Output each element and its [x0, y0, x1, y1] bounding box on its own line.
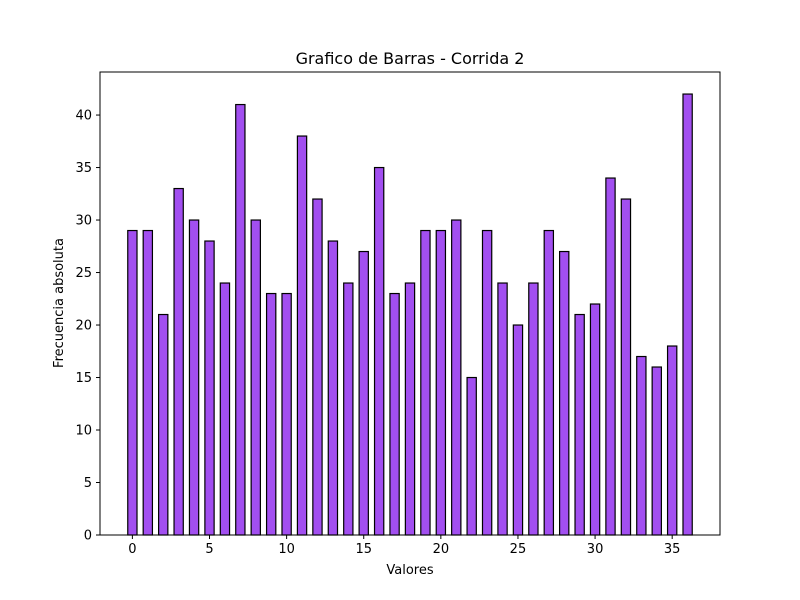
x-axis: 0 5 10 15 20 25 30 35 [128, 535, 680, 557]
bar-17 [389, 292, 400, 536]
y-tick-label: 25 [75, 266, 92, 281]
bar-30 [589, 303, 601, 536]
x-axis-label: Valores [386, 563, 433, 578]
bar-4 [188, 219, 200, 536]
bar-15 [358, 250, 369, 536]
bar-28 [558, 250, 570, 536]
bar-8 [250, 219, 261, 536]
bar-34 [651, 366, 662, 536]
bar-1 [142, 229, 154, 536]
bar-27 [543, 229, 555, 536]
bars-layer [127, 93, 693, 536]
y-tick-label: 5 [84, 476, 92, 491]
x-tick-label: 20 [433, 542, 450, 557]
y-axis-label: Frecuencia absoluta [52, 238, 67, 368]
bar-35 [666, 345, 678, 536]
bar-29 [574, 313, 585, 536]
bar-5 [204, 240, 215, 536]
bar-19 [420, 229, 431, 536]
y-axis: 0 5 10 15 20 25 30 35 40 [75, 109, 100, 544]
bar-11 [296, 135, 308, 536]
bar-33 [636, 355, 647, 536]
x-tick-label: 0 [128, 542, 136, 557]
y-tick-label: 10 [75, 424, 92, 439]
bar-23 [481, 229, 493, 536]
y-tick-label: 40 [75, 109, 92, 124]
x-tick-label: 15 [355, 542, 372, 557]
bar-7 [235, 103, 246, 536]
bar-6 [219, 282, 231, 536]
bar-10 [281, 292, 292, 536]
bar-20 [435, 229, 447, 536]
x-tick-label: 30 [587, 542, 604, 557]
bar-14 [343, 282, 354, 536]
y-tick-label: 35 [75, 161, 92, 176]
plot-frame [99, 71, 721, 536]
x-tick-label: 5 [205, 542, 213, 557]
bar-0 [127, 229, 138, 536]
bar-13 [327, 240, 339, 536]
x-tick-label: 35 [664, 542, 681, 557]
chart-title: Grafico de Barras - Corrida 2 [296, 49, 525, 68]
y-tick-label: 30 [75, 214, 92, 229]
bar-12 [312, 198, 323, 536]
y-tick-label: 0 [84, 529, 92, 544]
bar-31 [605, 177, 616, 536]
bar-36 [682, 93, 693, 536]
x-tick-label: 25 [510, 542, 527, 557]
bar-22 [466, 376, 477, 536]
bar-32 [620, 198, 632, 536]
x-tick-label: 10 [278, 542, 295, 557]
bar-16 [373, 166, 385, 536]
y-tick-label: 20 [75, 319, 92, 334]
bar-3 [173, 187, 184, 536]
bar-18 [404, 282, 416, 536]
bar-26 [528, 282, 539, 536]
bar-2 [158, 313, 169, 536]
y-tick-label: 15 [75, 371, 92, 386]
bar-21 [451, 219, 462, 536]
bar-9 [265, 292, 277, 536]
bar-24 [497, 282, 508, 536]
bar-25 [512, 324, 524, 536]
